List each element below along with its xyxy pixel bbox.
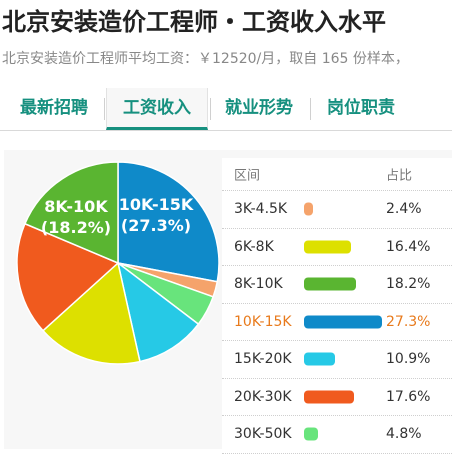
page-title: 北京安装造价工程师・工资收入水平 — [2, 8, 386, 36]
salary-distribution-table: 区间 占比 3K-4.5K 2.4% 6K-8K 16.4% 8K-10K 18.2% 10… — [222, 158, 452, 454]
row-share-value: 27.3% — [386, 313, 431, 330]
slice-label-name: 8K-10K — [44, 197, 108, 216]
row-range-label: 6K-8K — [234, 238, 274, 255]
pie-slice-15K-20K[interactable] — [116, 261, 200, 363]
table-row: 3K-4.5K 2.4% — [222, 191, 452, 229]
table-row: 8K-10K 18.2% — [222, 266, 452, 304]
row-range-label: 20K-30K — [234, 388, 292, 405]
row-share-value: 10.9% — [386, 351, 431, 368]
salary-pie-chart: 8K-10K (18.2%) 10K-15K (27.3%) — [16, 161, 220, 365]
slice-label-percent: (27.3%) — [121, 216, 191, 235]
page-subtitle: 北京安装造价工程师平均工资：￥12520/月，取自 165 份样本， — [2, 51, 409, 67]
table-row: 6K-8K 16.4% — [222, 229, 452, 266]
table-row: 30K-50K 4.8% — [222, 416, 452, 454]
row-share-value: 4.8% — [386, 426, 422, 443]
row-share-bar — [304, 427, 318, 441]
row-share-bar — [304, 240, 351, 254]
slice-label-name: 10K-15K — [119, 195, 194, 214]
slice-label-percent: (18.2%) — [41, 218, 111, 237]
row-share-bar — [304, 352, 336, 366]
pie-slice-6K-8K[interactable] — [41, 261, 141, 365]
tab-latest-jobs[interactable]: 最新招聘 — [20, 98, 88, 118]
column-header-range: 区间 — [234, 168, 261, 184]
tab-salary[interactable]: 工资收入 — [106, 88, 208, 130]
row-range-label: 8K-10K — [234, 276, 283, 293]
tab-divider — [210, 98, 211, 120]
pie-slice-20K-30K[interactable] — [16, 222, 120, 332]
table-header: 区间 占比 — [222, 158, 452, 191]
column-header-share: 占比 — [386, 168, 413, 184]
row-share-bar — [304, 315, 382, 329]
tab-divider — [104, 98, 105, 120]
row-share-value: 17.6% — [386, 388, 431, 405]
table-row: 20K-30K 17.6% — [222, 379, 452, 416]
table-row: 10K-15K 27.3% — [222, 304, 452, 341]
row-share-bar — [304, 277, 356, 291]
row-range-label: 3K-4.5K — [234, 201, 288, 218]
tab-job-duties[interactable]: 岗位职责 — [327, 98, 395, 118]
row-share-value: 16.4% — [386, 238, 431, 255]
tab-divider — [310, 98, 311, 120]
pie-slice-8K-10K[interactable] — [23, 161, 119, 265]
pie-slice-10K-15K[interactable] — [117, 161, 220, 283]
row-share-bar — [304, 390, 355, 404]
row-share-bar — [304, 202, 313, 216]
table-row: 15K-20K 10.9% — [222, 341, 452, 379]
row-range-label: 10K-15K — [234, 313, 292, 330]
tab-bar: 最新招聘 工资收入 就业形势 岗位职责 — [0, 88, 452, 131]
row-range-label: 30K-50K — [234, 426, 292, 443]
row-share-value: 18.2% — [386, 276, 431, 293]
tab-employment[interactable]: 就业形势 — [225, 98, 293, 118]
row-share-value: 2.4% — [386, 201, 422, 218]
row-range-label: 15K-20K — [234, 351, 292, 368]
